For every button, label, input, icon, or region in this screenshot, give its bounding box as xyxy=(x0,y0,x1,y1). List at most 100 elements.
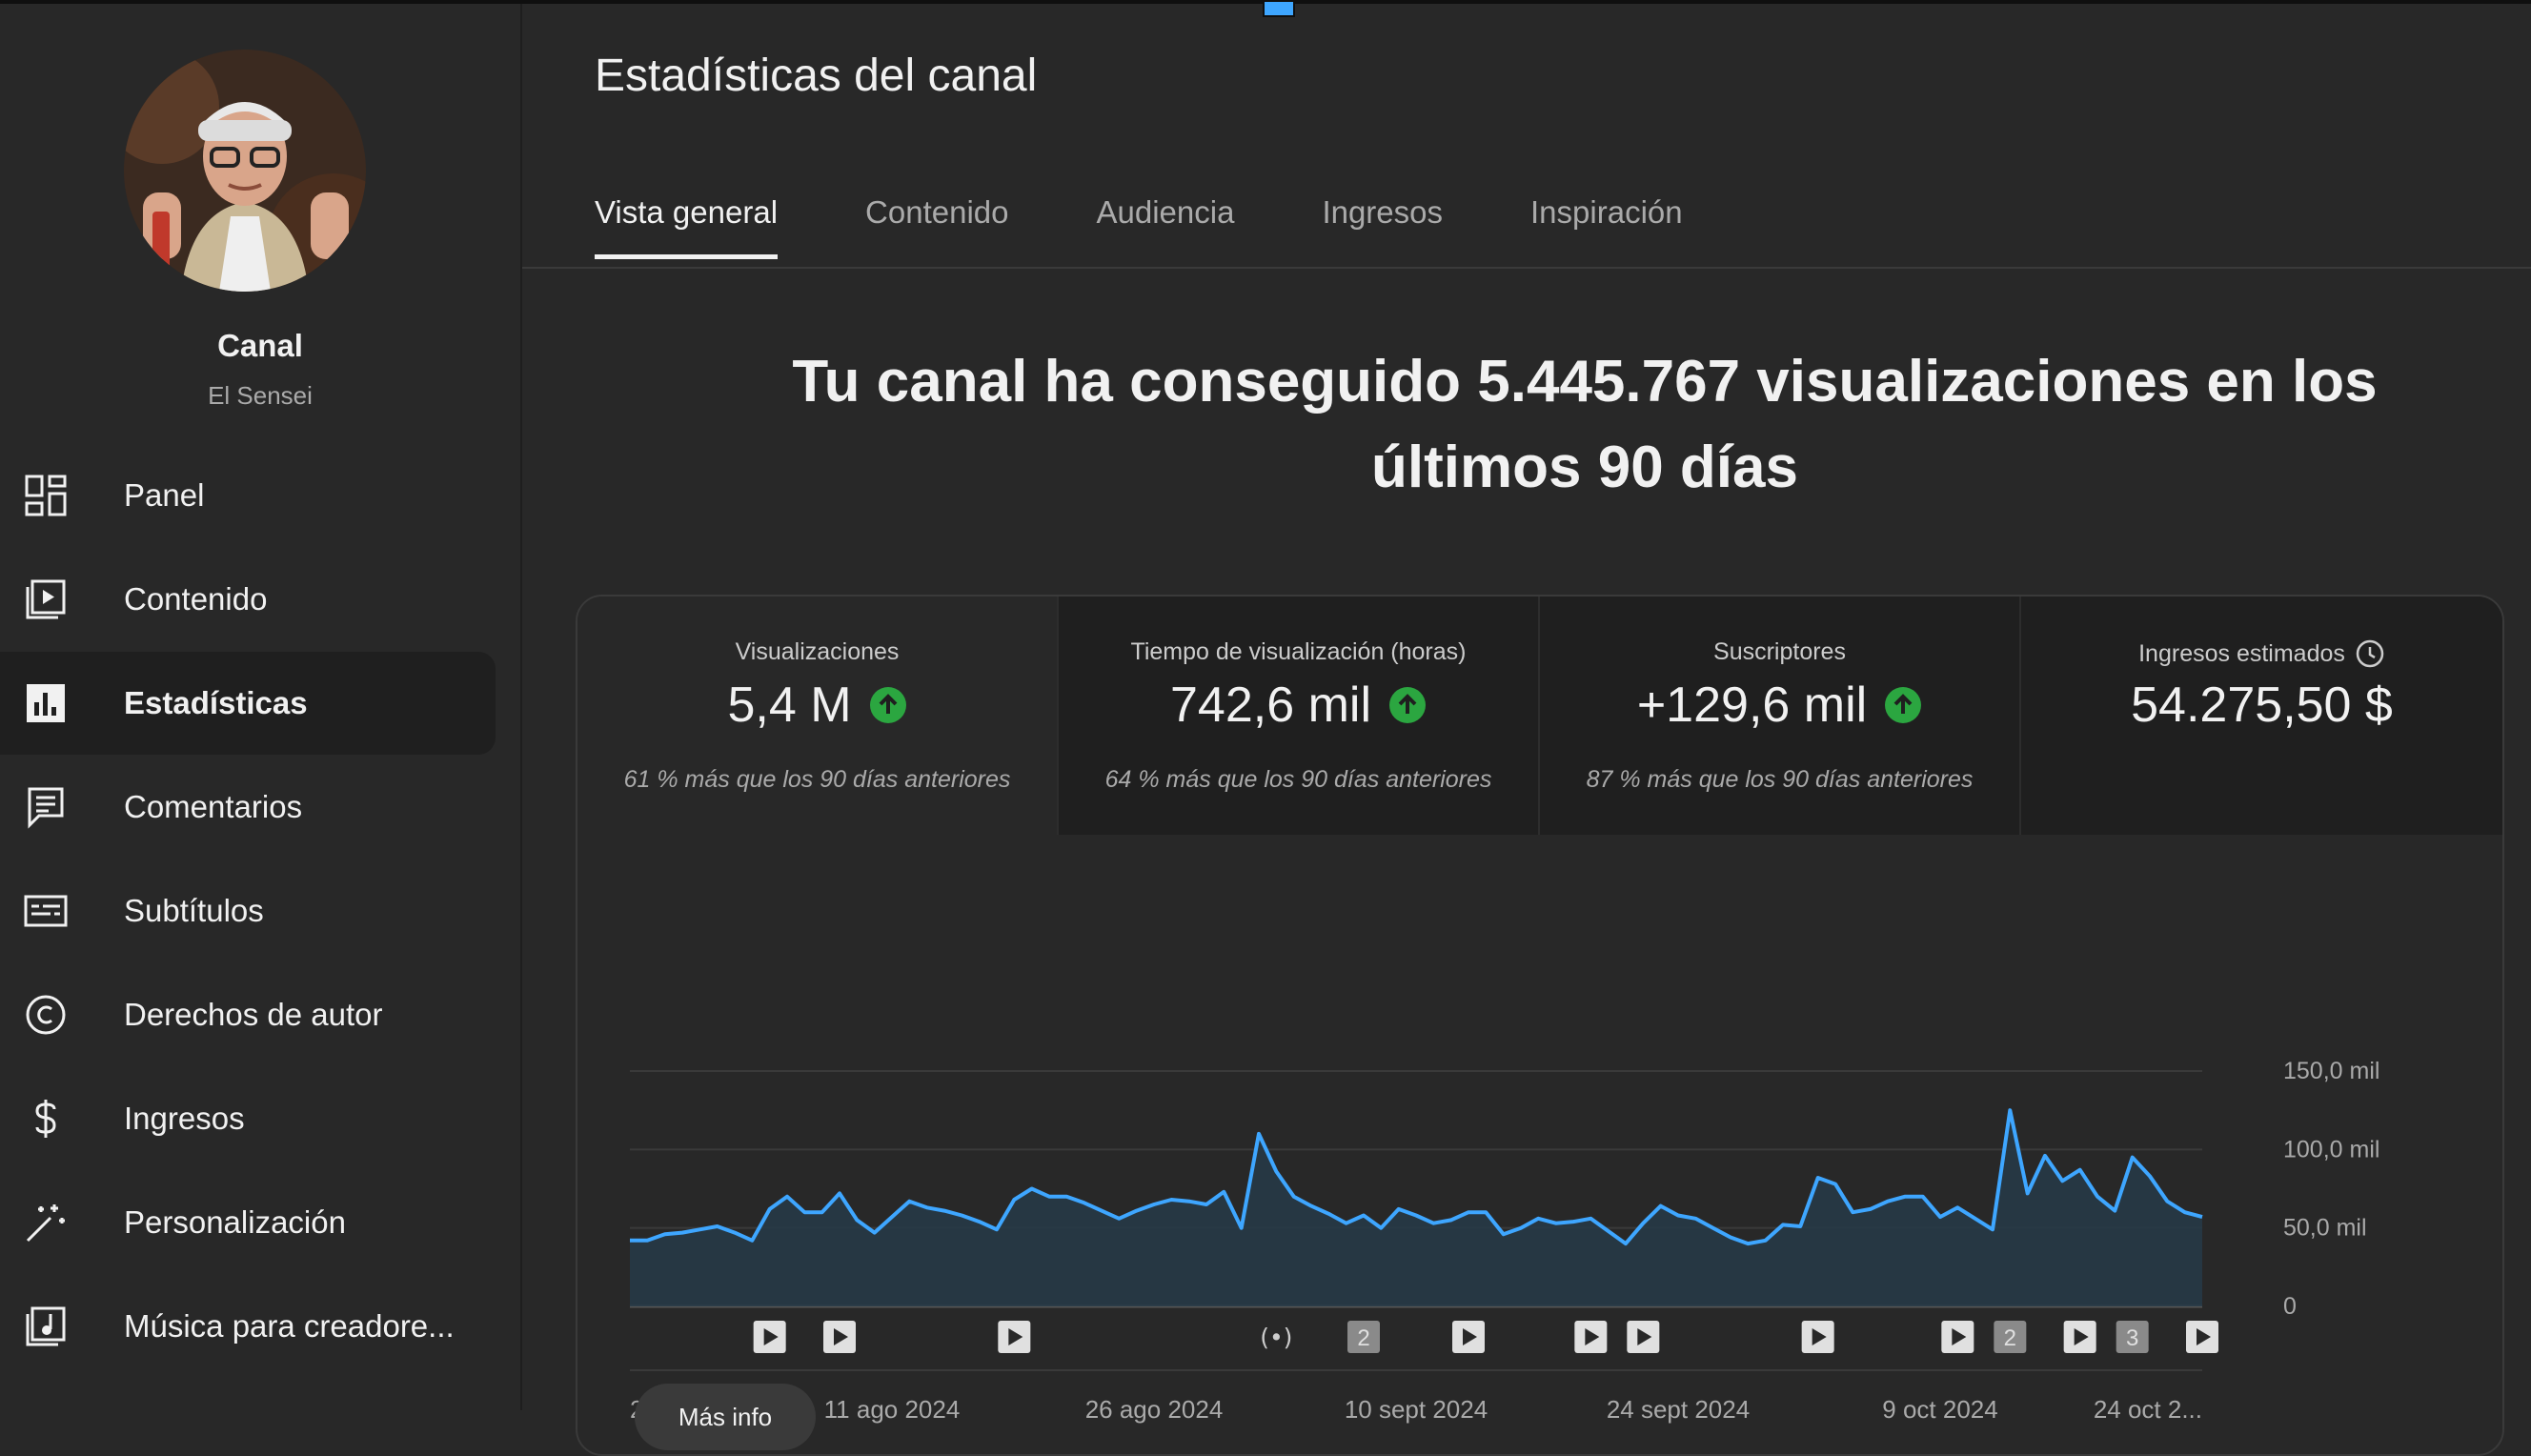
sidebar-item-label: Comentarios xyxy=(124,789,303,824)
sidebar-item-label: Ingresos xyxy=(124,1101,245,1136)
channel-name: El Sensei xyxy=(208,381,313,410)
x-tick-label: 26 ago 2024 xyxy=(1085,1395,1224,1424)
metric-value-row: 5,4 M xyxy=(577,677,1057,734)
sidebar-item-ingresos[interactable]: Ingresos xyxy=(0,1067,496,1170)
sidebar-item-derechos-de-autor[interactable]: Derechos de autor xyxy=(0,963,496,1066)
headline-line-2: últimos 90 días xyxy=(1371,435,1798,500)
metric-note: 64 % más que los 90 días anteriores xyxy=(1104,766,1492,793)
channel-avatar[interactable] xyxy=(124,50,366,292)
trend-up-icon xyxy=(1885,687,1922,723)
metric-revenue[interactable]: Ingresos estimados 54.275,50 $ xyxy=(2021,597,2502,835)
dollar-icon xyxy=(23,1096,69,1142)
content-icon xyxy=(23,576,69,622)
metric-label: Tiempo de visualización (horas) xyxy=(1130,638,1467,665)
sidebar-item-label: Contenido xyxy=(124,581,268,617)
headline: Tu canal ha conseguido 5.445.767 visuali… xyxy=(665,339,2504,511)
dashboard-icon xyxy=(23,473,69,518)
sidebar-item-label: Personalización xyxy=(124,1204,346,1240)
metric-subscribers[interactable]: Suscriptores +129,6 mil 87 % más que los… xyxy=(1540,597,2021,835)
metrics-row: Visualizaciones 5,4 M 61 % más que los 9… xyxy=(577,597,2502,835)
play-icon xyxy=(2197,1328,2211,1345)
tab-contenido[interactable]: Contenido xyxy=(865,194,1009,230)
more-info-button[interactable]: Más info xyxy=(635,1384,816,1450)
avatar-image xyxy=(124,50,366,292)
metric-note: 87 % más que los 90 días anteriores xyxy=(1586,766,1974,793)
play-icon xyxy=(2074,1328,2089,1345)
views-area xyxy=(630,1110,2202,1306)
play-icon xyxy=(1463,1328,1477,1345)
marker-count: 2 xyxy=(2004,1325,2016,1351)
metric-label: Visualizaciones xyxy=(735,638,900,665)
x-tick-label: 11 ago 2024 xyxy=(824,1395,961,1424)
multi-video-marker-icon xyxy=(1347,1321,1380,1353)
metric-note: 61 % más que los 90 días anteriores xyxy=(623,766,1011,793)
sidebar-item-label: Estadísticas xyxy=(124,685,308,720)
metric-views[interactable]: Visualizaciones 5,4 M 61 % más que los 9… xyxy=(577,597,1059,835)
metric-label: Suscriptores xyxy=(1713,638,1846,665)
sidebar-item-contenido[interactable]: Contenido xyxy=(0,548,496,651)
tab-inspiracion[interactable]: Inspiración xyxy=(1530,194,1683,230)
trend-up-icon xyxy=(869,687,906,723)
subtitles-icon xyxy=(23,888,69,934)
tab-vista-general[interactable]: Vista general xyxy=(595,194,779,259)
marker-count: 3 xyxy=(2126,1325,2138,1351)
sidebar-item-subtitulos[interactable]: Subtítulos xyxy=(0,859,496,962)
metric-value: 54.275,50 $ xyxy=(2131,677,2393,733)
main-content: Estadísticas del canal Vista general Con… xyxy=(522,4,2531,1456)
music-icon xyxy=(23,1304,69,1349)
y-tick-label: 0 xyxy=(2283,1293,2297,1320)
trend-up-icon xyxy=(1389,687,1426,723)
sidebar-item-comentarios[interactable]: Comentarios xyxy=(0,756,496,859)
resize-handle[interactable] xyxy=(1263,0,1295,17)
sidebar-item-panel[interactable]: Panel xyxy=(0,444,496,547)
metric-value-row: +129,6 mil xyxy=(1540,677,2019,734)
sidebar-item-label: Derechos de autor xyxy=(124,997,383,1032)
play-icon xyxy=(1952,1328,1967,1345)
tab-audiencia[interactable]: Audiencia xyxy=(1096,194,1235,230)
play-icon xyxy=(1812,1328,1827,1345)
play-icon xyxy=(834,1328,848,1345)
x-tick-label: 24 oct 2... xyxy=(2094,1395,2202,1424)
sidebar-item-musica[interactable]: Música para creadore... xyxy=(0,1275,496,1378)
metric-label: Ingresos estimados xyxy=(2138,639,2345,667)
sidebar-item-personalizacion[interactable]: Personalización xyxy=(0,1171,496,1274)
tabs-divider xyxy=(522,267,2531,269)
views-line xyxy=(630,1108,2203,1246)
magic-wand-icon xyxy=(23,1200,69,1245)
y-tick-label: 50,0 mil xyxy=(2283,1215,2367,1242)
channel-label: Canal xyxy=(217,328,303,363)
play-icon xyxy=(763,1328,779,1345)
metric-label-row: Ingresos estimados xyxy=(2021,638,2502,669)
clock-icon[interactable] xyxy=(2355,638,2385,669)
metric-value-row: 742,6 mil xyxy=(1059,677,1538,734)
metric-value: 5,4 M xyxy=(727,677,852,733)
metric-watch-time[interactable]: Tiempo de visualización (horas) 742,6 mi… xyxy=(1059,597,1540,835)
metric-value: 742,6 mil xyxy=(1170,677,1371,733)
y-tick-label: 150,0 mil xyxy=(2283,1058,2379,1084)
sidebar-nav: Panel Contenido Estadísticas Comentarios… xyxy=(0,444,520,1379)
analytics-icon xyxy=(23,680,69,726)
play-icon xyxy=(1585,1328,1600,1345)
headline-line-1: Tu canal ha conseguido 5.445.767 visuali… xyxy=(792,349,2378,415)
sidebar-item-label: Panel xyxy=(124,477,205,513)
live-stream-icon: (•) xyxy=(1260,1324,1292,1351)
y-tick-label: 100,0 mil xyxy=(2283,1136,2379,1163)
sidebar: Canal El Sensei Panel Contenido Estadíst… xyxy=(0,4,522,1410)
x-tick-label: 10 sept 2024 xyxy=(1345,1395,1488,1424)
metric-value: +129,6 mil xyxy=(1636,677,1868,733)
sidebar-item-estadisticas[interactable]: Estadísticas xyxy=(0,652,496,755)
copyright-icon xyxy=(23,992,69,1038)
x-tick-label: 9 oct 2024 xyxy=(1882,1395,1997,1424)
tab-ingresos[interactable]: Ingresos xyxy=(1322,194,1444,230)
tab-bar: Vista general Contenido Audiencia Ingres… xyxy=(595,194,1771,259)
multi-video-marker-icon xyxy=(1994,1321,2027,1353)
overview-card: Visualizaciones 5,4 M 61 % más que los 9… xyxy=(576,595,2504,1456)
play-icon xyxy=(1008,1328,1023,1345)
metric-value-row: 54.275,50 $ xyxy=(2021,677,2502,734)
comments-icon xyxy=(23,784,69,830)
marker-count: 2 xyxy=(1357,1325,1369,1351)
multi-video-marker-icon xyxy=(2116,1321,2149,1353)
sidebar-item-label: Música para creadore... xyxy=(124,1308,455,1344)
